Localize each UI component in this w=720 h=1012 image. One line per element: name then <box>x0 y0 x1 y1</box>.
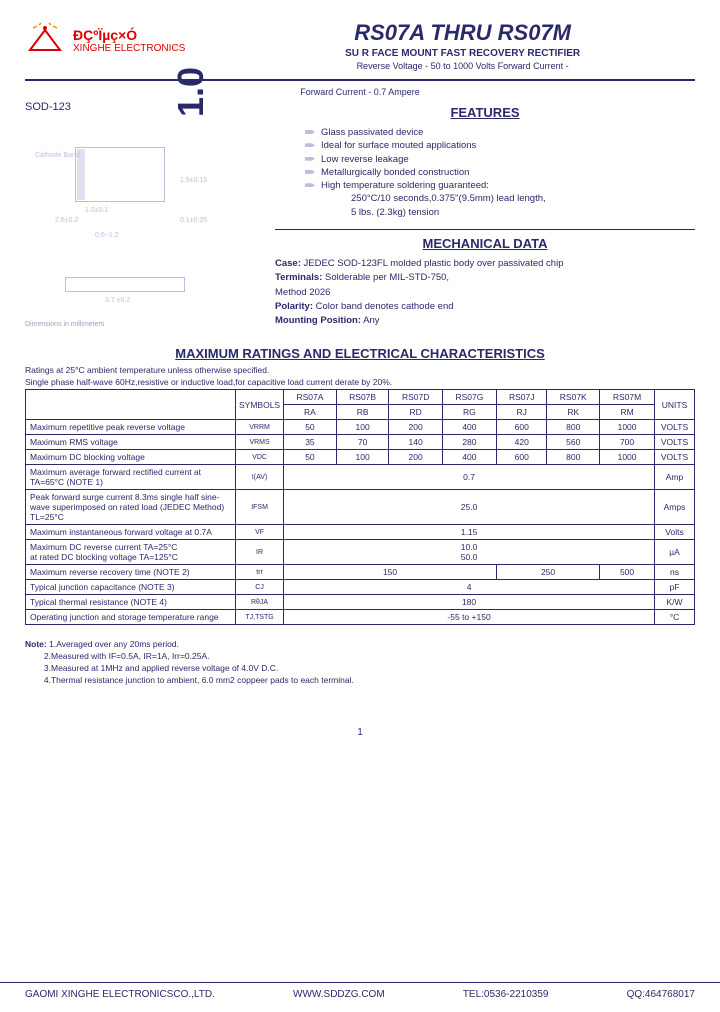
footer-company: GAOMI XINGHE ELECTRONICSCO.,LTD. <box>25 989 215 1000</box>
logo-block: ÐÇºÏµç×Ó XINGHE ELECTRONICS <box>25 20 185 60</box>
feature-sub: 250°C/10 seconds,0.375"(9.5mm) lead leng… <box>351 192 695 205</box>
ratings-table: SYMBOLS RS07ARS07BRS07DRS07GRS07JRS07KRS… <box>25 389 695 625</box>
company-name-cn: ÐÇºÏµç×Ó <box>73 27 185 43</box>
footer: GAOMI XINGHE ELECTRONICSCO.,LTD. WWW.SDD… <box>0 982 720 1000</box>
feature-item: Glass passivated device <box>305 126 695 139</box>
ratings-note: Ratings at 25°C ambient temperature unle… <box>25 365 695 375</box>
feature-sub: 5 lbs. (2.3kg) tension <box>351 206 695 219</box>
divider <box>275 229 695 230</box>
ratings-note: Single phase half-wave 60Hz,resistive or… <box>25 377 695 387</box>
package-diagram: 1.0 Cathode Band 1.0±0.1 2.6±0.2 0.6~1.2… <box>25 117 235 317</box>
mechanical-data: Case: JEDEC SOD-123FL molded plastic bod… <box>275 257 695 328</box>
company-logo-icon <box>25 20 65 60</box>
notes-block: Note: 1.Averaged over any 20ms period. 2… <box>25 639 695 687</box>
spec-line-1: Reverse Voltage - 50 to 1000 Volts Forwa… <box>230 61 695 71</box>
table-row: Maximum repetitive peak reverse voltageV… <box>26 420 695 435</box>
table-row: Typical junction capacitance (NOTE 3)CJ4… <box>26 580 695 595</box>
package-note: Dimensions in millimeters <box>25 321 255 328</box>
package-bigtext: 1.0 <box>170 67 212 117</box>
footer-qq: QQ:464768017 <box>627 989 695 1000</box>
table-row: Peak forward surge current 8.3ms single … <box>26 490 695 525</box>
footer-web: WWW.SDDZG.COM <box>293 989 385 1000</box>
table-row: Maximum DC reverse current TA=25°Cat rat… <box>26 540 695 565</box>
features-list: Glass passivated device Ideal for surfac… <box>305 126 695 219</box>
feature-item: Low reverse leakage <box>305 153 695 166</box>
product-subtitle: SU R FACE MOUNT FAST RECOVERY RECTIFIER <box>230 48 695 59</box>
footer-tel: TEL:0536-2210359 <box>463 989 549 1000</box>
table-row: Maximum average forward rectified curren… <box>26 465 695 490</box>
mechanical-heading: MECHANICAL DATA <box>275 236 695 251</box>
company-name-en: XINGHE ELECTRONICS <box>73 43 185 54</box>
package-label: SOD-123 <box>25 101 255 113</box>
feature-item: High temperature soldering guaranteed: <box>305 179 695 192</box>
table-row: Maximum RMS voltageVRMS35701402804205607… <box>26 435 695 450</box>
table-row: Typical thermal resistance (NOTE 4)RθJA1… <box>26 595 695 610</box>
table-row: Operating junction and storage temperatu… <box>26 610 695 625</box>
feature-item: Metallurgically bonded construction <box>305 166 695 179</box>
ratings-heading: MAXIMUM RATINGS AND ELECTRICAL CHARACTER… <box>25 346 695 361</box>
table-row: Maximum reverse recovery time (NOTE 2)tr… <box>26 565 695 580</box>
divider <box>25 79 695 81</box>
product-title: RS07A THRU RS07M <box>230 20 695 46</box>
header: ÐÇºÏµç×Ó XINGHE ELECTRONICS RS07A THRU R… <box>25 20 695 71</box>
table-row: Maximum instantaneous forward voltage at… <box>26 525 695 540</box>
feature-item: Ideal for surface mouted applications <box>305 139 695 152</box>
spec-line-2: Forward Current - 0.7 Ampere <box>25 87 695 97</box>
page-number: 1 <box>25 727 695 738</box>
table-row: Maximum DC blocking voltageVDC5010020040… <box>26 450 695 465</box>
features-heading: FEATURES <box>275 105 695 120</box>
